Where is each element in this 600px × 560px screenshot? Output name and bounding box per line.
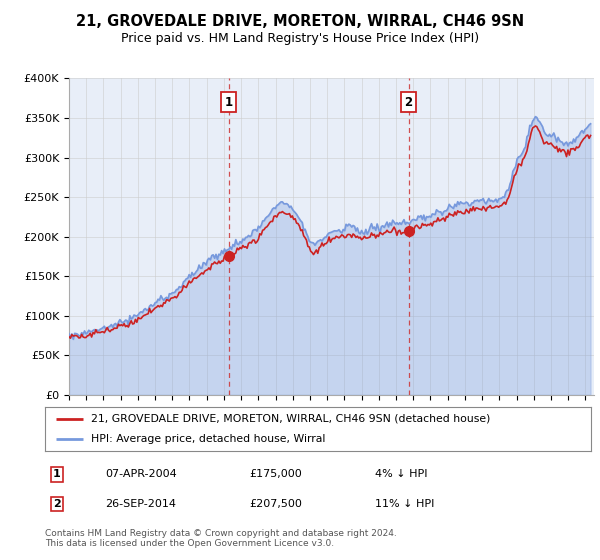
Text: 11% ↓ HPI: 11% ↓ HPI bbox=[375, 499, 434, 509]
Text: HPI: Average price, detached house, Wirral: HPI: Average price, detached house, Wirr… bbox=[91, 434, 326, 444]
Text: 1: 1 bbox=[224, 96, 233, 109]
Text: 07-APR-2004: 07-APR-2004 bbox=[105, 469, 177, 479]
Text: Price paid vs. HM Land Registry's House Price Index (HPI): Price paid vs. HM Land Registry's House … bbox=[121, 32, 479, 45]
Text: £207,500: £207,500 bbox=[249, 499, 302, 509]
Text: 21, GROVEDALE DRIVE, MORETON, WIRRAL, CH46 9SN: 21, GROVEDALE DRIVE, MORETON, WIRRAL, CH… bbox=[76, 14, 524, 29]
Text: 21, GROVEDALE DRIVE, MORETON, WIRRAL, CH46 9SN (detached house): 21, GROVEDALE DRIVE, MORETON, WIRRAL, CH… bbox=[91, 414, 491, 424]
Text: 2: 2 bbox=[404, 96, 413, 109]
Text: 2: 2 bbox=[53, 499, 61, 509]
Text: 26-SEP-2014: 26-SEP-2014 bbox=[105, 499, 176, 509]
Text: 4% ↓ HPI: 4% ↓ HPI bbox=[375, 469, 427, 479]
Text: £175,000: £175,000 bbox=[249, 469, 302, 479]
Text: Contains HM Land Registry data © Crown copyright and database right 2024.
This d: Contains HM Land Registry data © Crown c… bbox=[45, 529, 397, 548]
Text: 1: 1 bbox=[53, 469, 61, 479]
